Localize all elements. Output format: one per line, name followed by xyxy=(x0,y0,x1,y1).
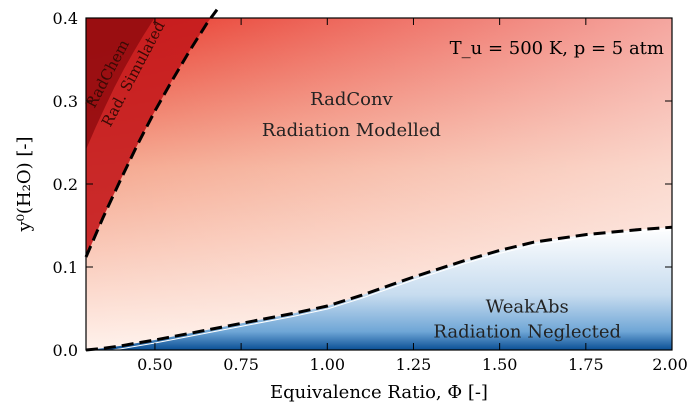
radconv-subtitle: Radiation Modelled xyxy=(262,120,441,141)
x-tick-label: 0.75 xyxy=(223,355,259,374)
y-tick-label: 0.0 xyxy=(53,341,78,360)
radconv-title: RadConv xyxy=(310,89,393,110)
boundary-radchem-radconv xyxy=(84,8,219,258)
x-tick-label: 1.75 xyxy=(568,355,604,374)
x-tick-label: 1.50 xyxy=(482,355,518,374)
weakabs-subtitle: Radiation Neglected xyxy=(433,321,621,342)
x-tick-label: 1.25 xyxy=(396,355,432,374)
boundary-weakabs-halo xyxy=(85,229,673,354)
x-tick-label: 1.00 xyxy=(309,355,345,374)
radchem-region-core xyxy=(86,18,155,150)
weakabs-title: WeakAbs xyxy=(486,297,569,318)
conditions-label: T_u = 500 K, p = 5 atm xyxy=(450,38,664,59)
y-tick-label: 0.2 xyxy=(53,175,78,194)
heatmap-field xyxy=(86,18,672,350)
y-axis-label: y⁰(H₂O) [-] xyxy=(14,137,35,233)
y-tick-label: 0.3 xyxy=(53,92,78,111)
x-axis-label: Equivalence Ratio, Φ [-] xyxy=(270,382,488,403)
x-axis-ticks: 0.50 0.75 1.00 1.25 1.50 1.75 2.00 xyxy=(137,18,688,374)
x-tick-label: 0.50 xyxy=(137,355,173,374)
y-axis-ticks: 0.0 0.1 0.2 0.3 0.4 xyxy=(53,9,672,360)
y-tick-label: 0.4 xyxy=(53,9,78,28)
weakabs-region-fill xyxy=(86,227,672,350)
y-tick-label: 0.1 xyxy=(53,258,78,277)
boundary-radconv-weakabs xyxy=(85,225,673,352)
x-tick-label: 2.00 xyxy=(652,355,688,374)
